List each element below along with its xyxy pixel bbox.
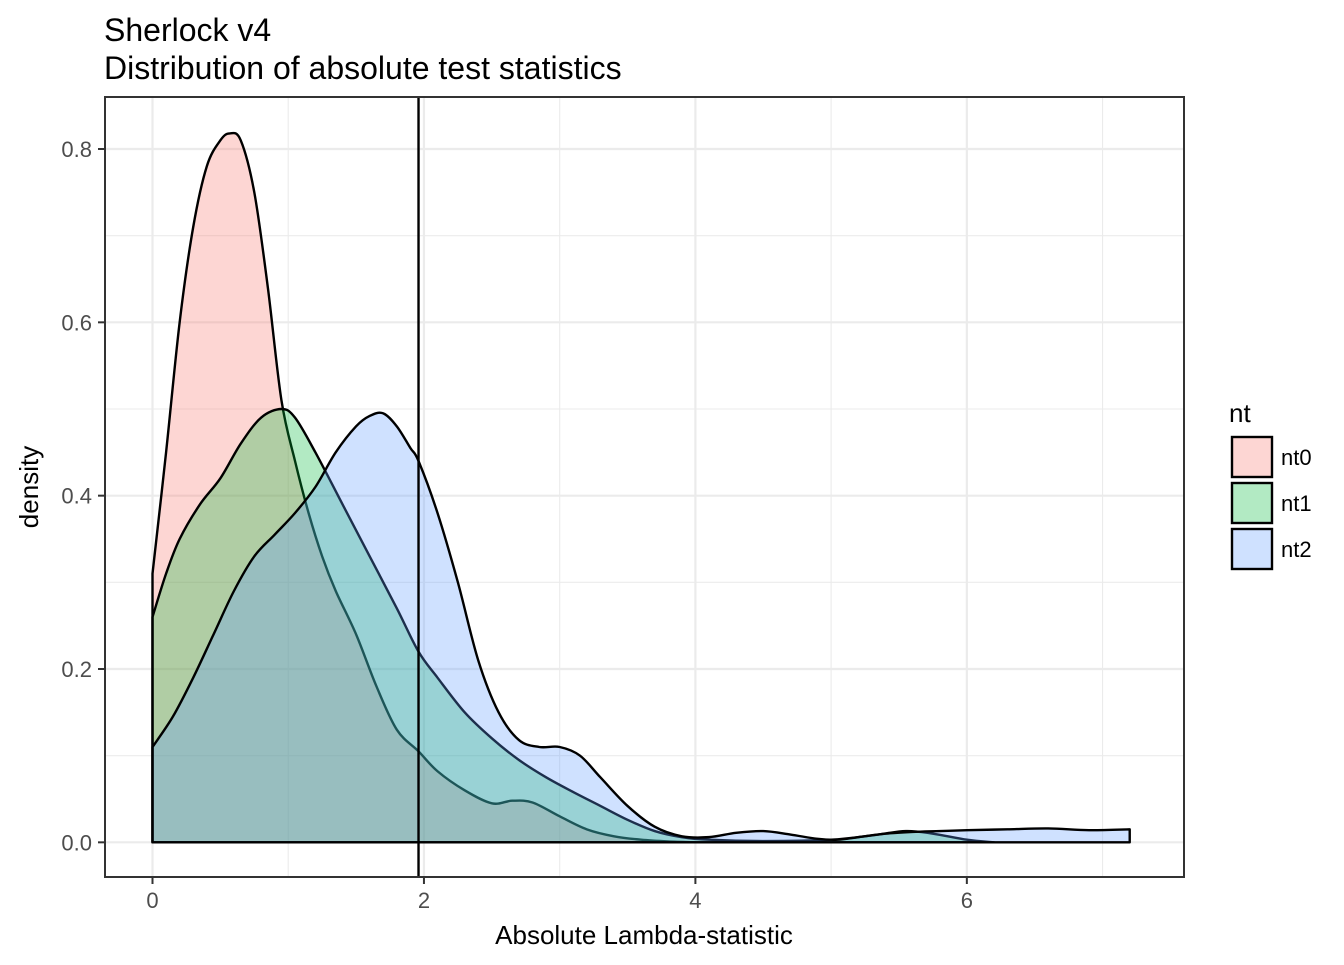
- chart-subtitle: Distribution of absolute test statistics: [104, 50, 622, 86]
- axes: 0 2 4 6 0.0 0.2 0.4 0.6 0.8: [61, 137, 973, 913]
- panel-border: [104, 96, 1185, 878]
- y-tick-label: 0.8: [61, 137, 92, 162]
- y-tick-label: 0.0: [61, 830, 92, 855]
- legend-key-bg-nt1: [1231, 482, 1273, 524]
- legend-label-nt0: nt0: [1281, 445, 1312, 470]
- legend-key-bg-nt0: [1231, 436, 1273, 478]
- legend-key-bg-nt2: [1231, 528, 1273, 570]
- density-area-nt0: [151, 131, 697, 844]
- x-tick-label: 2: [418, 888, 430, 913]
- x-axis-label: Absolute Lambda-statistic: [495, 920, 793, 950]
- chart-title: Sherlock v4: [104, 12, 271, 48]
- y-tick-label: 0.2: [61, 657, 92, 682]
- y-axis-label: density: [14, 446, 44, 528]
- legend-title: nt: [1229, 398, 1251, 428]
- y-tick-label: 0.4: [61, 484, 92, 509]
- legend-label-nt2: nt2: [1281, 537, 1312, 562]
- legend-label-nt1: nt1: [1281, 491, 1312, 516]
- density-areas: [151, 131, 1131, 844]
- legend-key-nt0: [1230, 435, 1274, 479]
- x-tick-label: 4: [689, 888, 701, 913]
- x-tick-label: 6: [961, 888, 973, 913]
- x-tick-label: 0: [146, 888, 158, 913]
- density-area-nt2: [151, 411, 1131, 844]
- y-tick-label: 0.6: [61, 310, 92, 335]
- legend-key-nt2: [1230, 527, 1274, 571]
- legend-key-nt1: [1230, 481, 1274, 525]
- legend-entries: nt0 nt1 nt2: [1230, 435, 1312, 571]
- legend: nt nt0 nt1 nt2: [1229, 398, 1312, 571]
